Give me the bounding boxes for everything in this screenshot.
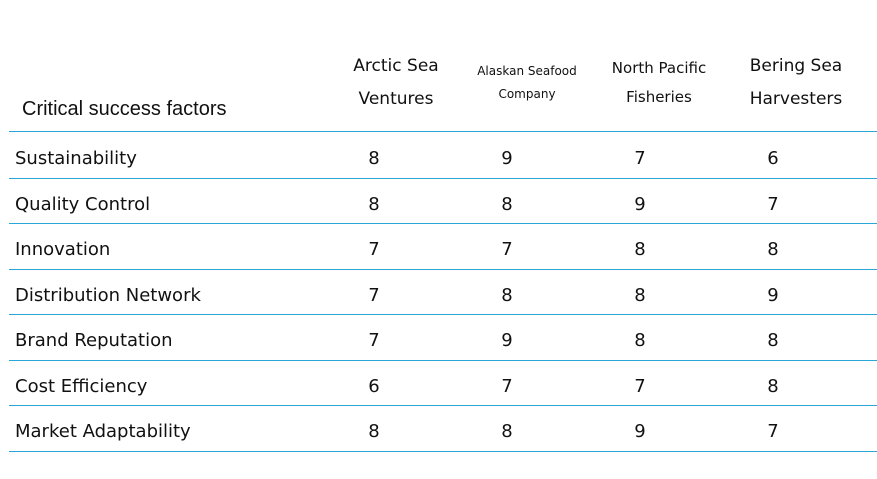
row-rule (9, 359, 877, 361)
cell-value: 6 (368, 375, 380, 397)
row-rule (9, 223, 877, 224)
cell-value: 9 (634, 193, 646, 215)
cell-value: 8 (368, 148, 380, 169)
cell-value: 7 (368, 239, 380, 260)
row-label: Innovation (15, 239, 111, 260)
row-rule (9, 405, 877, 406)
cell-value: 8 (368, 193, 380, 215)
cell-value: 8 (767, 375, 779, 397)
cell-value: 8 (634, 239, 646, 260)
cell-value: 7 (634, 148, 646, 169)
row-label: Distribution Network (15, 284, 201, 306)
cell-value: 8 (767, 239, 779, 260)
cell-value: 7 (767, 421, 779, 442)
column-header: North Pacific Fisheries (611, 59, 707, 106)
cell-value: 7 (368, 284, 380, 306)
cell-value: 7 (634, 375, 646, 397)
column-header: Bering Sea Harvesters (749, 56, 843, 109)
table-title: Critical success factors (22, 98, 227, 120)
cell-value: 9 (501, 148, 513, 169)
row-label: Cost Efficiency (15, 375, 148, 397)
row-rule (9, 268, 877, 270)
header-rule (9, 131, 877, 132)
column-header: Arctic Sea Ventures (353, 56, 439, 109)
cell-value: 8 (501, 284, 513, 306)
cell-value: 7 (501, 375, 513, 397)
cell-value: 7 (767, 193, 779, 215)
cell-value: 8 (634, 284, 646, 306)
cell-value: 9 (634, 421, 646, 442)
cell-value: 8 (501, 421, 513, 442)
row-rule (9, 314, 877, 315)
cell-value: 7 (501, 239, 513, 260)
cell-value: 8 (767, 330, 779, 351)
cell-value: 7 (368, 330, 380, 351)
row-label: Sustainability (15, 148, 137, 169)
cell-value: 8 (501, 193, 513, 215)
row-label: Quality Control (15, 193, 151, 215)
cell-value: 8 (634, 330, 646, 351)
cell-value: 8 (368, 421, 380, 442)
cell-value: 6 (767, 148, 779, 169)
row-rule (9, 450, 877, 452)
column-header: Alaskan Seafood Company (477, 64, 577, 101)
row-label: Brand Reputation (15, 330, 173, 351)
cell-value: 9 (501, 330, 513, 351)
row-rule (9, 177, 877, 179)
row-label: Market Adaptability (15, 421, 191, 442)
cell-value: 9 (767, 284, 779, 306)
